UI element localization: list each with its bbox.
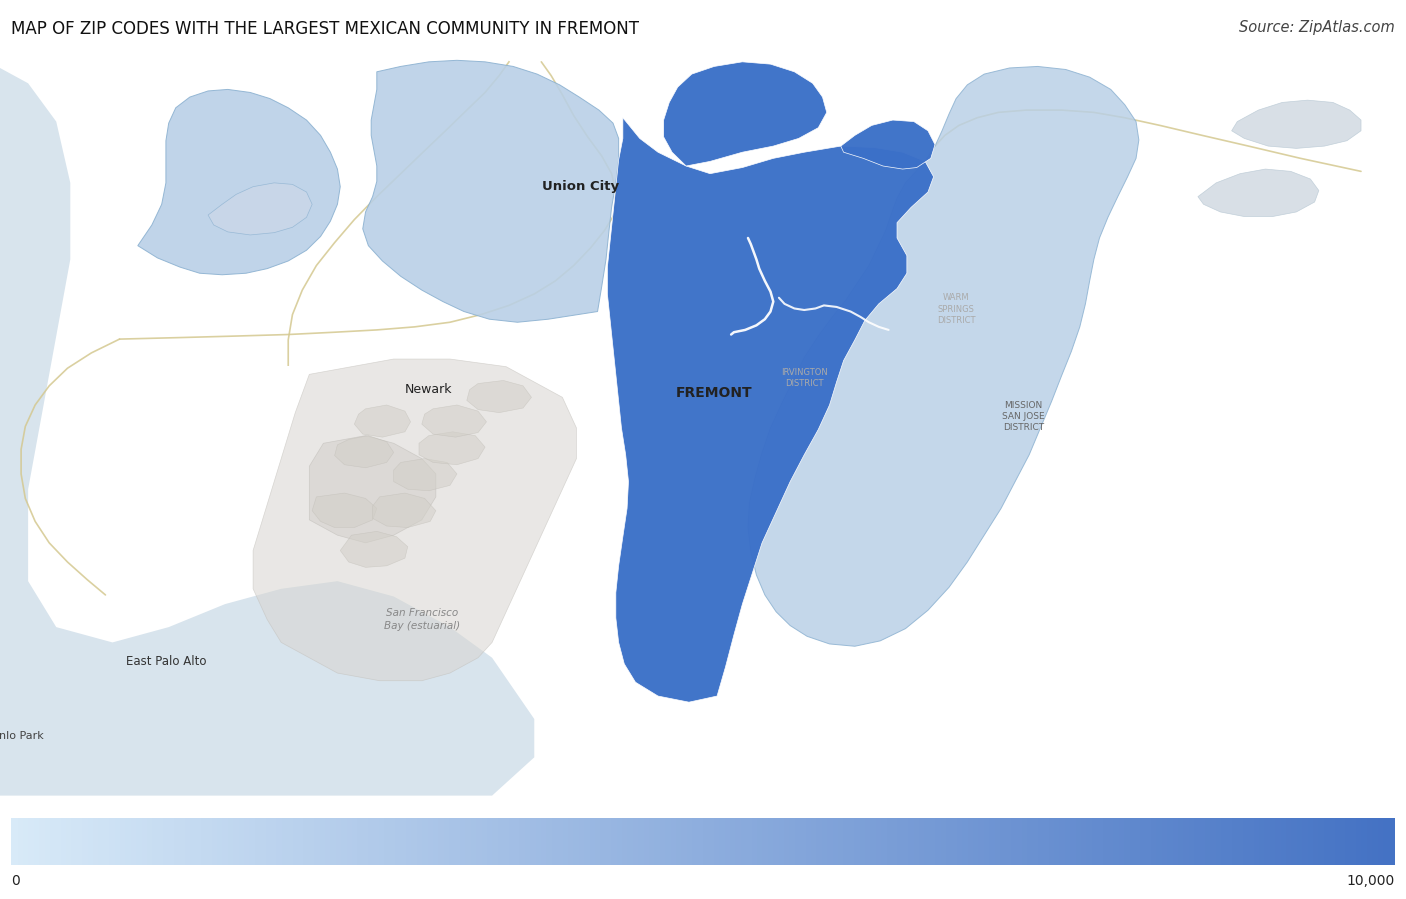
Polygon shape [607, 118, 934, 702]
Polygon shape [335, 436, 394, 467]
Polygon shape [373, 493, 436, 528]
Text: MAP OF ZIP CODES WITH THE LARGEST MEXICAN COMMUNITY IN FREMONT: MAP OF ZIP CODES WITH THE LARGEST MEXICA… [11, 20, 640, 38]
Polygon shape [363, 60, 619, 322]
Text: Newark: Newark [405, 383, 453, 396]
Text: 10,000: 10,000 [1347, 874, 1395, 888]
Polygon shape [841, 120, 935, 169]
Text: San Francisco
Bay (estuarial): San Francisco Bay (estuarial) [384, 608, 460, 631]
Text: 0: 0 [11, 874, 20, 888]
Polygon shape [138, 89, 340, 275]
Polygon shape [422, 405, 486, 437]
Polygon shape [208, 182, 312, 235]
Text: Source: ZipAtlas.com: Source: ZipAtlas.com [1239, 20, 1395, 35]
Text: WARM
SPRINGS
DISTRICT: WARM SPRINGS DISTRICT [936, 293, 976, 325]
Text: East Palo Alto: East Palo Alto [125, 655, 207, 668]
Polygon shape [748, 67, 1139, 646]
Polygon shape [394, 458, 457, 491]
Text: Union City: Union City [543, 180, 619, 193]
Polygon shape [1232, 100, 1361, 148]
Text: MISSION
SAN JOSE
DISTRICT: MISSION SAN JOSE DISTRICT [1002, 401, 1045, 432]
Polygon shape [419, 432, 485, 465]
Polygon shape [312, 493, 377, 528]
Polygon shape [309, 436, 436, 543]
Polygon shape [340, 531, 408, 567]
Text: FREMONT: FREMONT [676, 387, 752, 400]
Text: nlo Park: nlo Park [0, 731, 44, 741]
Polygon shape [664, 62, 827, 166]
Polygon shape [0, 68, 534, 796]
Polygon shape [467, 380, 531, 413]
Text: IRVINGTON
DISTRICT: IRVINGTON DISTRICT [780, 368, 828, 388]
Polygon shape [354, 405, 411, 437]
Polygon shape [253, 359, 576, 681]
Polygon shape [1198, 169, 1319, 217]
